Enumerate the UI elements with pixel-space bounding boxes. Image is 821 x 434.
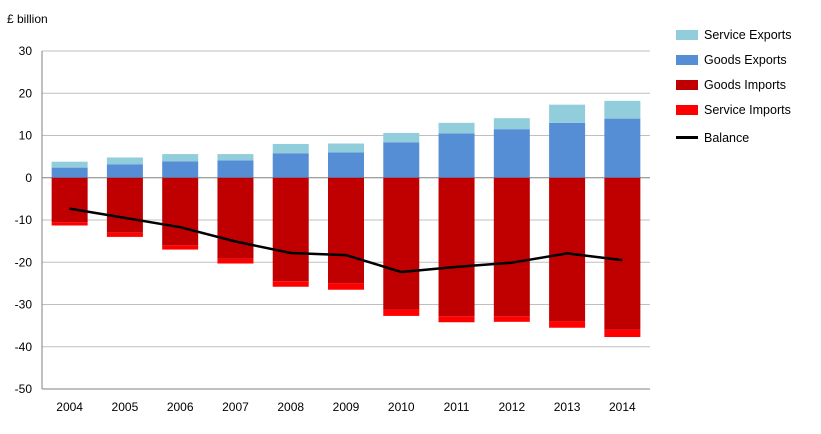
y-tick-label: -10 xyxy=(15,213,33,227)
service-exports-bar xyxy=(51,161,88,168)
service-imports-bar xyxy=(493,316,530,322)
goods-exports-bar xyxy=(328,152,364,178)
y-tick-label: 0 xyxy=(25,171,32,185)
service-exports-bar xyxy=(162,154,199,162)
goods-imports-bar xyxy=(493,177,530,317)
x-tick-label: 2007 xyxy=(222,400,249,414)
y-tick-label: -20 xyxy=(15,255,33,269)
y-tick-label: -30 xyxy=(15,298,33,312)
goods-imports-bar xyxy=(106,177,143,233)
legend-swatch xyxy=(676,29,698,40)
y-tick-label: 20 xyxy=(19,86,33,100)
goods-exports-bar xyxy=(51,167,88,178)
service-imports-bar xyxy=(383,309,420,316)
goods-exports-bar xyxy=(493,129,530,178)
legend-label: Goods Exports xyxy=(704,52,787,67)
service-imports-bar xyxy=(51,222,88,226)
service-exports-bar xyxy=(272,143,309,154)
x-tick-label: 2014 xyxy=(609,400,636,414)
service-imports-bar xyxy=(549,321,586,328)
goods-imports-bar xyxy=(549,177,586,322)
y-axis-ticks: 30 20 10 0 -10 -20 -30 -40 -50 xyxy=(15,44,33,396)
y-tick-label: -40 xyxy=(15,340,33,354)
legend-label: Goods Imports xyxy=(704,77,786,92)
legend-item: Service Exports xyxy=(676,22,816,47)
balance-line-group xyxy=(69,207,623,274)
service-imports-bar xyxy=(438,316,475,323)
service-imports-bar xyxy=(328,283,364,290)
legend-swatch xyxy=(676,104,698,115)
goods-exports-bar xyxy=(162,161,199,178)
y-tick-label: 30 xyxy=(19,44,33,58)
y-tick-label: -50 xyxy=(15,382,33,396)
legend: Service Exports Goods Exports Goods Import… xyxy=(676,22,816,150)
goods-imports-bar xyxy=(383,177,420,310)
goods-imports-bar xyxy=(51,177,88,223)
legend-label: Service Imports xyxy=(704,102,791,117)
x-tick-label: 2013 xyxy=(554,400,581,414)
service-exports-bar xyxy=(217,154,254,161)
x-tick-label: 2010 xyxy=(388,400,415,414)
service-imports-bar xyxy=(162,245,199,250)
service-exports-bar xyxy=(106,157,143,165)
goods-imports-bar xyxy=(328,177,364,284)
legend-item: Balance xyxy=(676,125,816,150)
legend-swatch xyxy=(676,79,698,90)
service-exports-bar xyxy=(493,118,530,130)
goods-exports-bar xyxy=(383,142,420,178)
goods-imports-bar xyxy=(217,177,254,259)
goods-imports-bar xyxy=(604,177,641,330)
x-tick-label: 2006 xyxy=(167,400,194,414)
x-axis-ticks: 2004 2005 2006 2007 2008 2009 2010 2011 2012 2013… xyxy=(56,400,636,414)
service-exports-bar xyxy=(438,122,475,134)
x-tick-label: 2004 xyxy=(56,400,83,414)
service-imports-bar xyxy=(604,329,641,338)
goods-exports-bar xyxy=(106,164,143,178)
legend-item: Goods Imports xyxy=(676,72,816,97)
goods-imports-bar xyxy=(162,177,199,246)
x-tick-label: 2008 xyxy=(277,400,304,414)
service-exports-bar xyxy=(604,100,641,119)
bars xyxy=(51,100,641,338)
legend-swatch xyxy=(676,54,698,65)
service-exports-bar xyxy=(383,132,420,143)
y-tick-label: 10 xyxy=(19,129,33,143)
service-imports-bar xyxy=(106,232,143,237)
goods-imports-bar xyxy=(438,177,475,317)
goods-exports-bar xyxy=(604,118,641,178)
service-imports-bar xyxy=(217,258,254,264)
goods-imports-bar xyxy=(272,177,309,282)
goods-exports-bar xyxy=(217,160,254,178)
goods-exports-bar xyxy=(438,133,475,178)
goods-exports-bar xyxy=(272,153,309,178)
x-tick-label: 2011 xyxy=(444,400,470,414)
x-tick-label: 2005 xyxy=(112,400,139,414)
service-exports-bar xyxy=(328,143,364,153)
y-axis-label: £ billion xyxy=(7,12,48,26)
service-exports-bar xyxy=(549,104,586,123)
goods-exports-bar xyxy=(549,122,586,178)
balance-line xyxy=(69,207,623,274)
legend-item: Service Imports xyxy=(676,97,816,122)
legend-label: Service Exports xyxy=(704,27,792,42)
legend-swatch xyxy=(676,136,698,139)
service-imports-bar xyxy=(272,281,309,287)
legend-item: Goods Exports xyxy=(676,47,816,72)
x-tick-label: 2009 xyxy=(333,400,360,414)
legend-label: Balance xyxy=(704,130,750,145)
x-tick-label: 2012 xyxy=(498,400,525,414)
